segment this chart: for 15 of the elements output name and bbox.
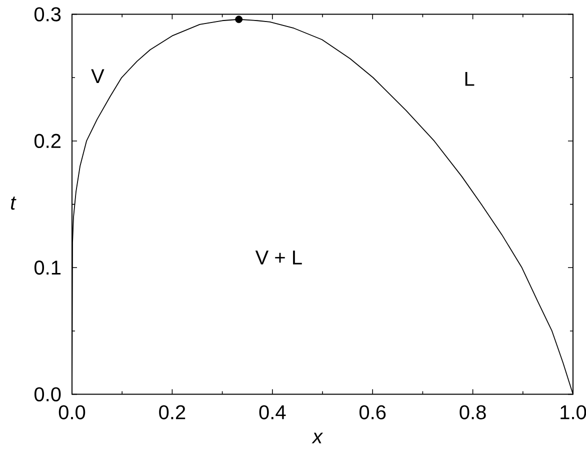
- annotation: V + L: [255, 250, 302, 264]
- annotation: L: [465, 72, 474, 86]
- x-tick-label: 1.0: [560, 405, 586, 420]
- annotation: V: [91, 69, 104, 83]
- y-tick-label: 0.3: [34, 7, 61, 22]
- y-tick-label: 0.2: [34, 134, 60, 148]
- y-axis-title: t: [11, 196, 16, 210]
- x-tick-label: 0.4: [259, 405, 286, 420]
- y-tick-label: 0.0: [34, 387, 61, 402]
- y-tick-label: 0.1: [34, 260, 61, 275]
- x-tick-label: 0.6: [359, 405, 386, 420]
- x-tick-label: 0.8: [460, 405, 486, 420]
- x-axis-title: x: [312, 432, 324, 444]
- x-tick-label: 0.0: [58, 405, 86, 420]
- x-tick-label: 0.2: [159, 405, 186, 420]
